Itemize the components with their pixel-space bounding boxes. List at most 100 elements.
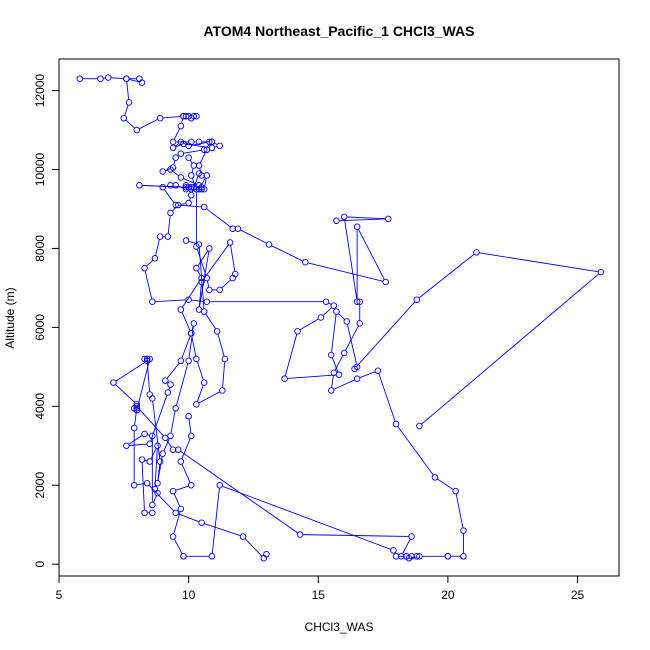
series-segment bbox=[240, 229, 267, 244]
series-segment bbox=[222, 361, 226, 388]
series-segment bbox=[139, 119, 158, 130]
series-segment bbox=[191, 168, 194, 173]
data-point bbox=[149, 509, 156, 517]
data-point bbox=[182, 237, 190, 244]
series-segment bbox=[125, 119, 135, 129]
data-point bbox=[340, 213, 348, 221]
series-segment bbox=[138, 408, 164, 436]
data-point bbox=[162, 377, 169, 384]
series-segment bbox=[173, 128, 180, 140]
data-point bbox=[169, 487, 177, 495]
series-segment bbox=[479, 252, 598, 273]
series-segment bbox=[191, 336, 197, 357]
data-point bbox=[141, 430, 148, 438]
series-segment bbox=[141, 462, 145, 510]
series-segment bbox=[115, 362, 145, 382]
data-point bbox=[138, 456, 146, 463]
series-segment bbox=[163, 116, 181, 119]
data-point bbox=[330, 369, 338, 377]
data-point bbox=[180, 112, 187, 120]
y-axis-label: Altitude (m) bbox=[3, 287, 17, 348]
data-point bbox=[141, 509, 148, 517]
data-point bbox=[190, 162, 198, 169]
series-segment bbox=[178, 513, 199, 523]
data-point bbox=[177, 357, 185, 365]
data-point bbox=[200, 203, 208, 211]
data-point bbox=[333, 217, 340, 225]
data-point bbox=[195, 138, 203, 146]
data-point bbox=[177, 505, 185, 513]
series-segment bbox=[347, 216, 386, 220]
data-point bbox=[159, 450, 166, 457]
series-segment bbox=[181, 335, 191, 359]
series-segment bbox=[331, 357, 339, 373]
series-segment bbox=[168, 387, 170, 390]
data-point bbox=[133, 403, 141, 410]
data-point bbox=[382, 278, 389, 286]
series-segment bbox=[359, 371, 376, 379]
data-point bbox=[167, 182, 174, 189]
data-point bbox=[175, 446, 182, 453]
data-point bbox=[193, 355, 200, 363]
x-tick-label: 25 bbox=[571, 588, 585, 602]
data-point bbox=[208, 553, 216, 560]
data-point bbox=[97, 75, 104, 82]
data-point bbox=[167, 381, 174, 388]
data-point bbox=[260, 554, 268, 562]
data-point bbox=[187, 172, 195, 179]
data-point bbox=[229, 274, 236, 282]
data-point bbox=[169, 533, 177, 540]
series-segment bbox=[150, 448, 157, 460]
series-segment bbox=[137, 361, 150, 408]
data-point bbox=[234, 225, 242, 232]
data-point bbox=[123, 75, 130, 82]
data-point bbox=[133, 126, 141, 134]
data-point bbox=[322, 298, 330, 305]
data-point bbox=[164, 389, 172, 396]
series-segment bbox=[148, 485, 174, 512]
series-segment bbox=[167, 215, 171, 234]
data-point bbox=[136, 75, 143, 82]
series-segment bbox=[199, 152, 206, 164]
series-segment bbox=[188, 240, 197, 245]
data-point bbox=[149, 432, 156, 440]
series-segment bbox=[181, 464, 191, 483]
data-point bbox=[200, 308, 208, 315]
series-segment bbox=[173, 160, 176, 165]
data-point bbox=[343, 318, 351, 325]
data-point bbox=[180, 553, 187, 560]
series-segment bbox=[299, 318, 319, 331]
series-segment bbox=[378, 373, 396, 422]
series-segment bbox=[170, 411, 176, 434]
series-segment bbox=[175, 485, 189, 491]
series-segment bbox=[322, 307, 332, 316]
data-point bbox=[130, 424, 138, 432]
series-segment bbox=[154, 448, 158, 487]
data-point bbox=[408, 533, 415, 540]
series-segment bbox=[146, 260, 154, 267]
series-segment bbox=[214, 142, 218, 145]
series-segment bbox=[418, 253, 475, 299]
data-point bbox=[187, 481, 195, 489]
series-segment bbox=[455, 494, 464, 528]
series-segment bbox=[397, 426, 434, 476]
data-point bbox=[597, 268, 605, 276]
series-segment bbox=[129, 443, 147, 446]
data-point bbox=[187, 432, 195, 440]
series-4 bbox=[123, 154, 239, 517]
series-segment bbox=[115, 384, 135, 403]
series-segment bbox=[217, 334, 225, 357]
data-point bbox=[413, 296, 421, 303]
series-segment bbox=[308, 262, 383, 282]
data-point bbox=[208, 138, 216, 146]
series-segment bbox=[331, 375, 334, 388]
data-point bbox=[216, 286, 223, 294]
data-point bbox=[164, 233, 172, 240]
x-tick-label: 20 bbox=[441, 588, 455, 602]
data-point bbox=[172, 509, 179, 517]
series-segment bbox=[402, 538, 411, 554]
plot-frame bbox=[58, 58, 620, 577]
series-segment bbox=[155, 239, 160, 256]
data-point bbox=[317, 314, 325, 321]
series-segment bbox=[356, 301, 416, 367]
